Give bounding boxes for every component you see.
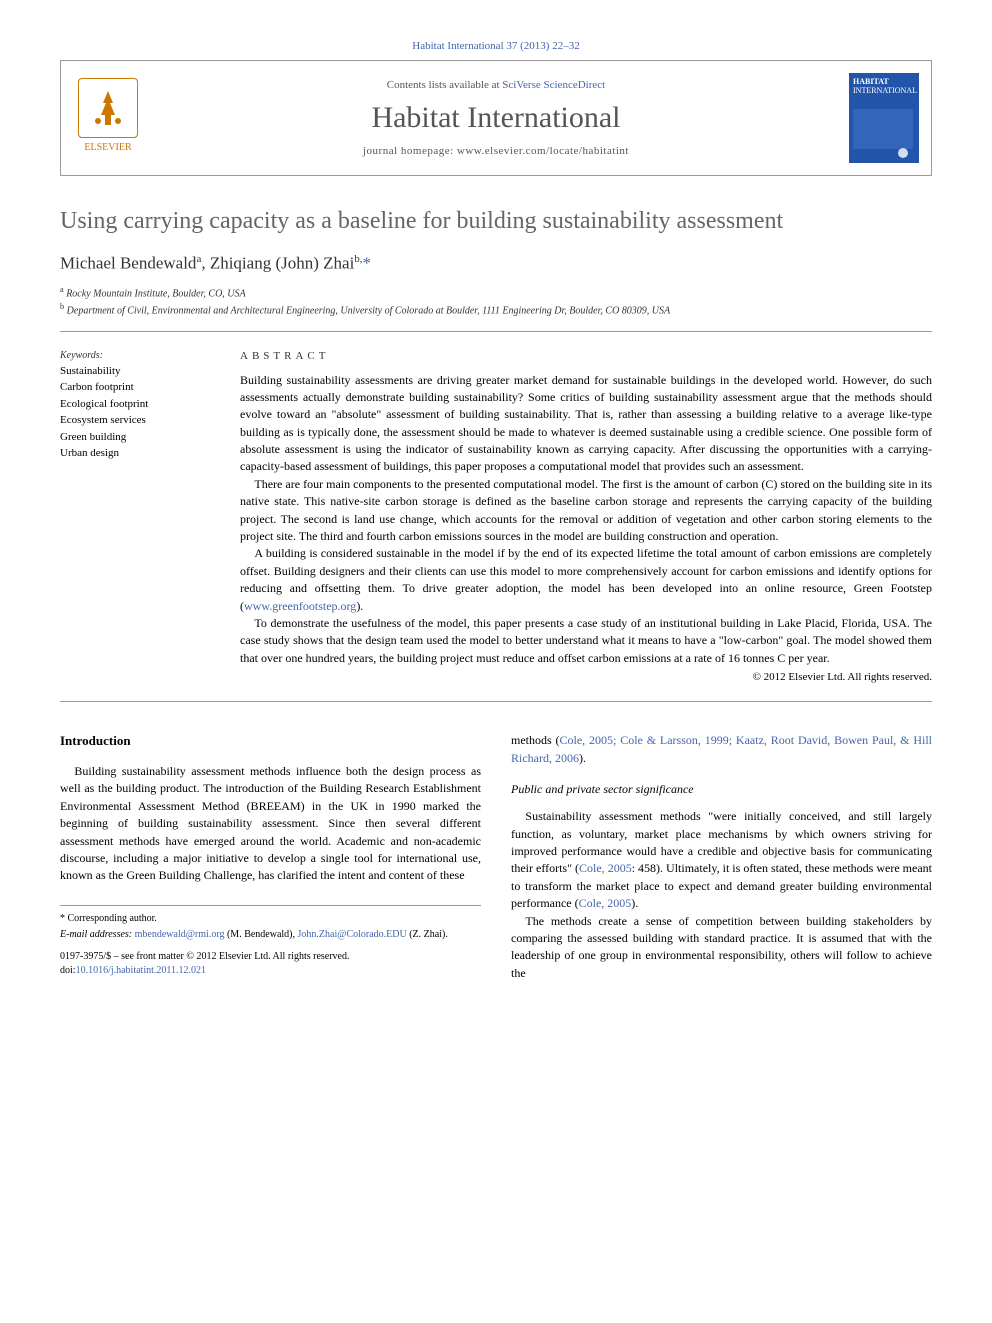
abstract-column: ABSTRACT Building sustainability assessm… — [240, 350, 932, 684]
corresponding-marker: * — [363, 254, 372, 273]
affiliation-a: a Rocky Mountain Institute, Boulder, CO,… — [60, 284, 932, 301]
affiliation-b: b Department of Civil, Environmental and… — [60, 301, 932, 318]
reference-link[interactable]: Cole, 2005 — [579, 896, 632, 910]
abstract-para-1: Building sustainability assessments are … — [240, 372, 932, 476]
affil-b-text: Department of Civil, Environmental and A… — [67, 306, 670, 317]
authors-line: Michael Bendewalda, Zhiqiang (John) Zhai… — [60, 253, 932, 274]
keyword-item: Urban design — [60, 445, 210, 462]
subsection-para-2: The methods create a sense of competitio… — [511, 913, 932, 983]
email-2-name: (Z. Zhai). — [409, 929, 448, 940]
doi-link[interactable]: 10.1016/j.habitatint.2011.12.021 — [76, 965, 206, 976]
affil-a-sup: a — [60, 285, 64, 294]
keyword-item: Green building — [60, 429, 210, 446]
footer-block: * Corresponding author. E-mail addresses… — [60, 905, 481, 978]
greenfootstep-link[interactable]: www.greenfootstep.org — [244, 599, 356, 613]
email-addresses-line: E-mail addresses: mbendewald@rmi.org (M.… — [60, 928, 481, 942]
reference-link[interactable]: Cole, 2005; Cole & Larsson, 1999; Kaatz,… — [511, 733, 932, 764]
keyword-item: Ecological footprint — [60, 396, 210, 413]
abstract-para-4: To demonstrate the usefulness of the mod… — [240, 615, 932, 667]
abstract-para-2: There are four main components to the pr… — [240, 476, 932, 546]
refs-prefix: methods ( — [511, 733, 560, 747]
email-link-2[interactable]: John.Zhai@Colorado.EDU — [298, 929, 407, 940]
intro-para-1: Building sustainability assessment metho… — [60, 763, 481, 885]
author-2[interactable]: Zhiqiang (John) Zhai — [210, 254, 354, 273]
elsevier-tree-icon — [78, 78, 138, 138]
homepage-prefix: journal homepage: — [363, 145, 457, 157]
journal-header-box: ELSEVIER Contents lists available at Sci… — [60, 60, 932, 176]
elsevier-label: ELSEVIER — [84, 142, 131, 153]
subsection-para-1: Sustainability assessment methods "were … — [511, 808, 932, 912]
refs-suffix: ). — [579, 751, 586, 765]
journal-cover-thumbnail[interactable]: HABITAT INTERNATIONAL — [849, 73, 919, 163]
corresponding-author-note: * Corresponding author. — [60, 912, 481, 926]
doi-prefix: doi: — [60, 965, 76, 976]
header-content: ELSEVIER Contents lists available at Sci… — [73, 73, 919, 163]
doi-line: doi:10.1016/j.habitatint.2011.12.021 — [60, 964, 481, 978]
body-column-right: methods (Cole, 2005; Cole & Larsson, 199… — [511, 732, 932, 982]
email-link-1[interactable]: mbendewald@rmi.org — [135, 929, 225, 940]
header-center: Contents lists available at SciVerse Sci… — [143, 79, 849, 157]
homepage-url[interactable]: www.elsevier.com/locate/habitatint — [457, 145, 629, 157]
abstract-copyright: © 2012 Elsevier Ltd. All rights reserved… — [240, 671, 932, 683]
journal-title: Habitat International — [143, 101, 849, 135]
body-columns: Introduction Building sustainability ass… — [60, 732, 932, 982]
keywords-heading: Keywords: — [60, 350, 210, 361]
keyword-item: Ecosystem services — [60, 412, 210, 429]
author-1-affil-marker: a — [196, 253, 201, 265]
email-label: E-mail addresses: — [60, 929, 132, 940]
keywords-column: Keywords: Sustainability Carbon footprin… — [60, 350, 210, 684]
issn-doi-block: 0197-3975/$ – see front matter © 2012 El… — [60, 950, 481, 978]
issn-line: 0197-3975/$ – see front matter © 2012 El… — [60, 950, 481, 964]
sciencedirect-link[interactable]: SciVerse ScienceDirect — [502, 79, 605, 91]
keyword-item: Carbon footprint — [60, 379, 210, 396]
email-1-name: (M. Bendewald), — [227, 929, 295, 940]
keywords-list: Sustainability Carbon footprint Ecologic… — [60, 363, 210, 462]
abstract-section: Keywords: Sustainability Carbon footprin… — [60, 350, 932, 703]
elsevier-logo[interactable]: ELSEVIER — [73, 78, 143, 158]
affiliations: a Rocky Mountain Institute, Boulder, CO,… — [60, 284, 932, 332]
author-1[interactable]: Michael Bendewald — [60, 254, 196, 273]
cover-title: HABITAT — [853, 77, 915, 86]
section-heading-introduction: Introduction — [60, 732, 481, 751]
abstract-text: Building sustainability assessments are … — [240, 372, 932, 668]
reference-link[interactable]: Cole, 2005 — [579, 861, 632, 875]
affil-b-sup: b — [60, 302, 64, 311]
abstract-para-3: A building is considered sustainable in … — [240, 545, 932, 615]
subsection-heading: Public and private sector significance — [511, 781, 932, 798]
cover-subtitle: INTERNATIONAL — [853, 86, 915, 95]
affil-a-text: Rocky Mountain Institute, Boulder, CO, U… — [66, 288, 245, 299]
citation-header: Habitat International 37 (2013) 22–32 — [60, 40, 932, 52]
author-2-affil-marker: b, — [354, 253, 362, 265]
contents-prefix: Contents lists available at — [387, 79, 502, 91]
keyword-item: Sustainability — [60, 363, 210, 380]
abstract-heading: ABSTRACT — [240, 350, 932, 362]
contents-available-line: Contents lists available at SciVerse Sci… — [143, 79, 849, 91]
journal-homepage-line: journal homepage: www.elsevier.com/locat… — [143, 145, 849, 157]
article-title: Using carrying capacity as a baseline fo… — [60, 206, 932, 237]
intro-para-1-cont: methods (Cole, 2005; Cole & Larsson, 199… — [511, 732, 932, 767]
body-column-left: Introduction Building sustainability ass… — [60, 732, 481, 982]
